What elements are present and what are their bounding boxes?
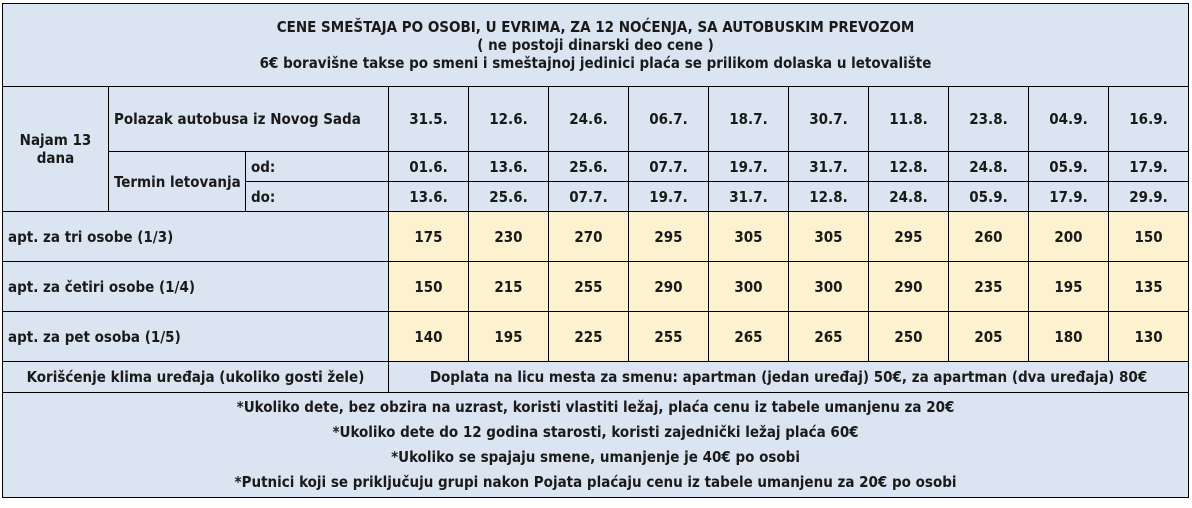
end-date-cell: 12.8.: [788, 181, 869, 212]
departure-date-cell: 04.9.: [1028, 86, 1109, 152]
price-cell: 200: [1028, 211, 1109, 262]
note-line: *Ukoliko dete, bez obzira na uzrast, kor…: [236, 398, 955, 416]
price-cell: 255: [548, 261, 629, 312]
end-date-cell: 24.8.: [868, 181, 949, 212]
departure-date-cell: 11.8.: [868, 86, 949, 152]
price-cell: 195: [468, 311, 549, 362]
end-date-cell: 19.7.: [628, 181, 709, 212]
price-cell: 140: [388, 311, 469, 362]
price-cell: 150: [388, 261, 469, 312]
price-cell: 225: [548, 311, 629, 362]
end-date-cell: 31.7.: [708, 181, 789, 212]
polazak-label: Polazak autobusa iz Novog Sada: [108, 86, 389, 152]
header-title: CENE SMEŠTAJA PO OSOBI, U EVRIMA, ZA 12 …: [276, 18, 915, 36]
price-cell: 180: [1028, 311, 1109, 362]
start-date-cell: 05.9.: [1028, 151, 1109, 182]
price-cell: 290: [628, 261, 709, 312]
price-cell: 215: [468, 261, 549, 312]
price-cell: 205: [948, 311, 1029, 362]
table-header: CENE SMEŠTAJA PO OSOBI, U EVRIMA, ZA 12 …: [1, 3, 1190, 87]
end-date-cell: 29.9.: [1107, 181, 1190, 212]
start-date-cell: 07.7.: [628, 151, 709, 182]
price-cell: 300: [788, 261, 869, 312]
price-cell: 175: [388, 211, 469, 262]
note-line: *Ukoliko se spajaju smene, umanjenje je …: [391, 448, 800, 466]
price-cell: 290: [868, 261, 949, 312]
najam-label: Najam 13 dana: [2, 86, 109, 212]
departure-date-cell: 06.7.: [628, 86, 709, 152]
price-cell: 260: [948, 211, 1029, 262]
price-cell: 305: [708, 211, 789, 262]
price-cell: 305: [788, 211, 869, 262]
price-cell: 270: [548, 211, 629, 262]
departure-date-cell: 31.5.: [388, 86, 469, 152]
departure-date-cell: 16.9.: [1107, 86, 1190, 152]
end-date-cell: 25.6.: [468, 181, 549, 212]
start-date-cell: 12.8.: [868, 151, 949, 182]
price-table: CENE SMEŠTAJA PO OSOBI, U EVRIMA, ZA 12 …: [1, 3, 1190, 498]
start-date-cell: 31.7.: [788, 151, 869, 182]
klima-label: Korišćenje klima uređaja (ukoliko gosti …: [2, 361, 389, 393]
price-cell: 235: [948, 261, 1029, 312]
start-date-cell: 19.7.: [708, 151, 789, 182]
price-cell: 300: [708, 261, 789, 312]
do-label: do:: [245, 181, 389, 212]
price-cell: 295: [628, 211, 709, 262]
start-date-cell: 13.6.: [468, 151, 549, 182]
room-type-label: apt. za pet osoba (1/5): [2, 311, 389, 362]
note-line: *Ukoliko dete do 12 godina starosti, kor…: [332, 423, 859, 441]
klima-surcharge: Doplata na licu mesta za smenu: apartman…: [387, 361, 1190, 393]
price-cell: 265: [788, 311, 869, 362]
price-cell: 265: [708, 311, 789, 362]
departure-date-cell: 24.6.: [548, 86, 629, 152]
departure-date-cell: 30.7.: [788, 86, 869, 152]
price-cell: 255: [628, 311, 709, 362]
departure-date-cell: 18.7.: [708, 86, 789, 152]
start-date-cell: 25.6.: [548, 151, 629, 182]
price-cell: 295: [868, 211, 949, 262]
end-date-cell: 13.6.: [388, 181, 469, 212]
price-cell: 130: [1107, 311, 1190, 362]
room-type-label: apt. za četiri osobe (1/4): [2, 261, 389, 312]
od-label: od:: [245, 151, 389, 182]
departure-date-cell: 12.6.: [468, 86, 549, 152]
end-date-cell: 17.9.: [1028, 181, 1109, 212]
header-tax-note: 6€ boravišne takse po smeni i smeštajnoj…: [259, 54, 932, 72]
departure-date-cell: 23.8.: [948, 86, 1029, 152]
start-date-cell: 01.6.: [388, 151, 469, 182]
start-date-cell: 17.9.: [1107, 151, 1190, 182]
notes-block: *Ukoliko dete, bez obzira na uzrast, kor…: [1, 392, 1190, 498]
start-date-cell: 24.8.: [948, 151, 1029, 182]
room-type-label: apt. za tri osobe (1/3): [2, 211, 389, 262]
price-cell: 250: [868, 311, 949, 362]
header-subtitle: ( ne postoji dinarski deo cene ): [477, 36, 714, 54]
termin-label: Termin letovanja: [108, 151, 246, 212]
price-cell: 150: [1107, 211, 1190, 262]
end-date-cell: 07.7.: [548, 181, 629, 212]
end-date-cell: 05.9.: [948, 181, 1029, 212]
note-line: *Putnici koji se priključuju grupi nakon…: [234, 473, 957, 491]
price-cell: 135: [1107, 261, 1190, 312]
price-cell: 195: [1028, 261, 1109, 312]
price-cell: 230: [468, 211, 549, 262]
